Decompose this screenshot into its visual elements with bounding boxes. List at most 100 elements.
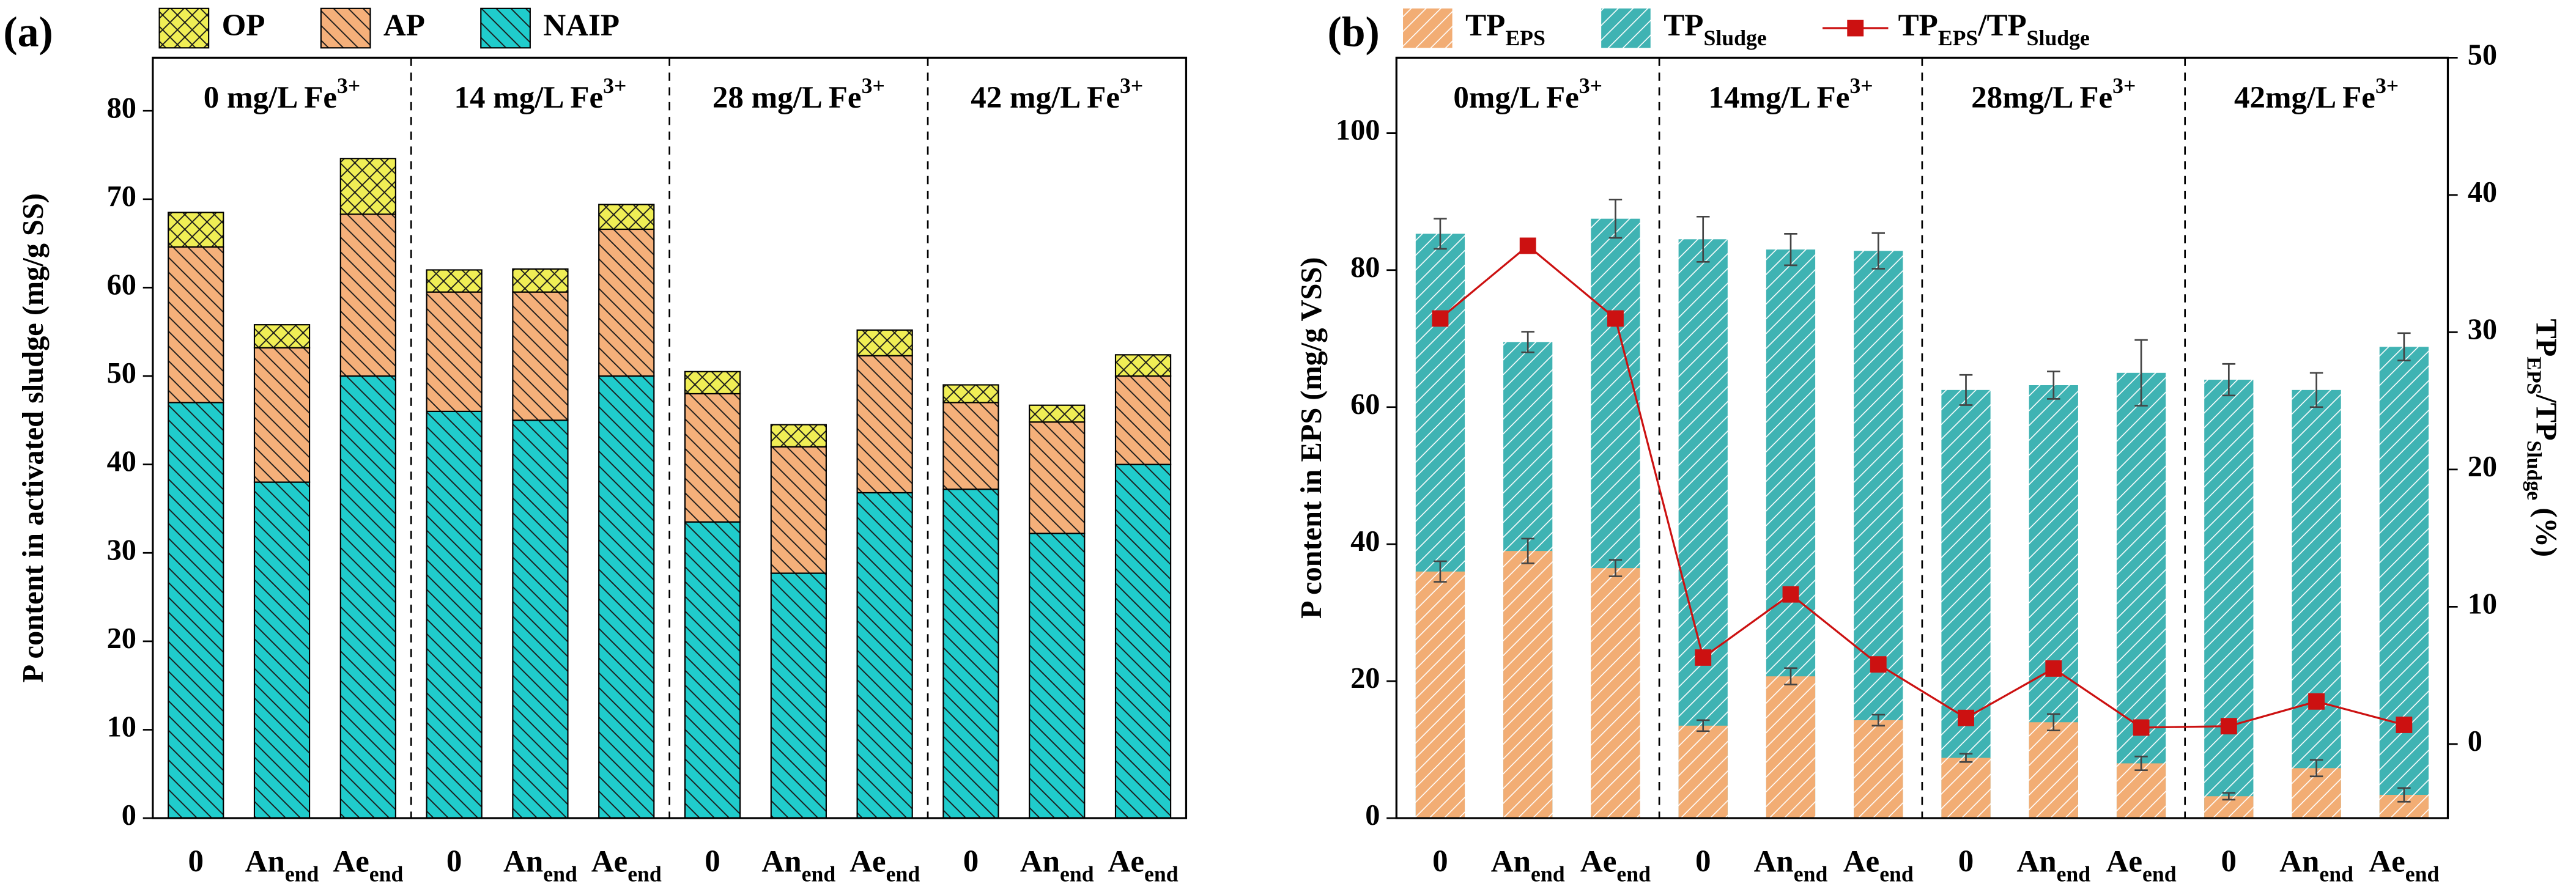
x-tick-label: Anend bbox=[2279, 844, 2353, 886]
bar bbox=[168, 246, 224, 404]
y2-tick-label: 20 bbox=[2468, 451, 2497, 483]
text-part: end bbox=[627, 862, 662, 887]
legend-swatch bbox=[1601, 8, 1651, 48]
bar bbox=[1941, 758, 1991, 819]
text-part: Sludge bbox=[2027, 26, 2090, 50]
y-tick-label: 80 bbox=[1350, 251, 1380, 284]
bar bbox=[1029, 404, 1086, 423]
group-label: 28 mg/L Fe3+ bbox=[712, 73, 885, 115]
x-tick-label: Anend bbox=[245, 844, 319, 886]
error-bar bbox=[1784, 233, 1797, 267]
error-bar bbox=[2397, 787, 2411, 803]
y-tick-label: 40 bbox=[107, 446, 136, 478]
point bbox=[1519, 237, 1536, 254]
text-part: end bbox=[2405, 862, 2440, 887]
bar bbox=[2029, 722, 2078, 819]
panel-label: (a) bbox=[3, 9, 53, 56]
text-part: 3+ bbox=[862, 73, 885, 98]
group-label: 42 mg/L Fe3+ bbox=[971, 73, 1143, 115]
text-part: end bbox=[1060, 862, 1094, 887]
bar bbox=[1415, 571, 1465, 819]
error-bar bbox=[2134, 755, 2148, 772]
text-part: An bbox=[1491, 844, 1531, 879]
text-part: Sludge bbox=[2522, 441, 2545, 501]
text-part: Ae bbox=[1580, 844, 1617, 879]
text-part: end bbox=[2057, 862, 2091, 887]
bar bbox=[512, 291, 569, 421]
error-bar bbox=[1521, 537, 1534, 564]
text-part: end bbox=[543, 862, 577, 887]
text-part: end bbox=[1616, 862, 1651, 887]
panel-label: (b) bbox=[1327, 9, 1379, 56]
x-tick-label: 0 bbox=[963, 844, 979, 879]
error-bar bbox=[2047, 713, 2060, 732]
bar bbox=[339, 375, 396, 819]
text-part: An bbox=[245, 844, 285, 879]
bar bbox=[942, 384, 999, 404]
text-part: 42 mg/L Fe bbox=[971, 81, 1120, 115]
text-part: end bbox=[285, 862, 319, 887]
text-part: EPS bbox=[1505, 26, 1545, 50]
plot-frame bbox=[152, 56, 1188, 819]
bar bbox=[2116, 372, 2166, 819]
bar bbox=[426, 410, 483, 819]
group-label: 14 mg/L Fe3+ bbox=[454, 73, 626, 115]
error-bar bbox=[1784, 667, 1797, 685]
point bbox=[2308, 693, 2325, 710]
y-tick-label: 60 bbox=[107, 268, 136, 301]
text-part: /TP bbox=[2530, 394, 2562, 440]
y2-tick-label: 50 bbox=[2468, 39, 2497, 71]
bar bbox=[770, 446, 827, 574]
text-part: end bbox=[369, 862, 404, 887]
error-bar bbox=[1434, 218, 1447, 250]
x-tick-label: Aeend bbox=[1108, 844, 1179, 886]
point bbox=[2133, 719, 2150, 736]
bar bbox=[512, 419, 569, 819]
y-tick-label: 30 bbox=[107, 534, 136, 566]
error-bar bbox=[1696, 719, 1710, 732]
y2-tick-label: 10 bbox=[2468, 588, 2497, 620]
error-bar bbox=[1608, 559, 1623, 577]
text-part: Ae bbox=[2369, 844, 2405, 879]
bar bbox=[1941, 389, 1991, 819]
legend-label: OP bbox=[222, 9, 265, 43]
y2-axis-title: TPEPS/TPSludge (%) bbox=[2522, 319, 2562, 557]
x-tick-label: Anend bbox=[503, 844, 577, 886]
bar bbox=[598, 204, 655, 231]
x-tick-label: Aeend bbox=[333, 844, 403, 886]
text-part: (%) bbox=[2530, 500, 2562, 557]
text-part: TP bbox=[1465, 9, 1505, 43]
text-part: 14mg/L Fe bbox=[1708, 81, 1849, 115]
bar bbox=[1678, 725, 1728, 819]
bar bbox=[1029, 533, 1086, 819]
bar bbox=[253, 481, 311, 819]
legend-swatch bbox=[320, 7, 371, 49]
group-label: 28mg/L Fe3+ bbox=[1971, 73, 2136, 115]
point bbox=[1695, 649, 1712, 666]
bar bbox=[1029, 421, 1086, 534]
text-part: 28mg/L Fe bbox=[1971, 81, 2112, 115]
text-part: An bbox=[761, 844, 801, 879]
point bbox=[1782, 586, 1799, 603]
x-tick-label: 0 bbox=[1432, 844, 1448, 879]
text-part: 3+ bbox=[1579, 73, 1602, 98]
bar bbox=[1503, 551, 1553, 819]
bar bbox=[770, 572, 827, 819]
line bbox=[1439, 244, 2405, 729]
y-tick-label: 20 bbox=[1350, 662, 1380, 695]
bar bbox=[770, 424, 827, 448]
point bbox=[1432, 310, 1449, 327]
bar bbox=[856, 492, 913, 819]
y-axis-title: P content in EPS (mg/g VSS) bbox=[1295, 257, 1328, 619]
text-part: 0mg/L Fe bbox=[1453, 81, 1579, 115]
bar bbox=[1766, 676, 1816, 819]
x-tick-label: Anend bbox=[1491, 844, 1565, 886]
error-bar bbox=[1521, 331, 1534, 353]
y-tick-label: 0 bbox=[1365, 799, 1380, 832]
bar bbox=[2292, 389, 2341, 819]
error-bar bbox=[2134, 339, 2148, 407]
bar bbox=[1854, 720, 1903, 819]
bar bbox=[426, 269, 483, 293]
y2-tick-label: 40 bbox=[2468, 176, 2497, 208]
